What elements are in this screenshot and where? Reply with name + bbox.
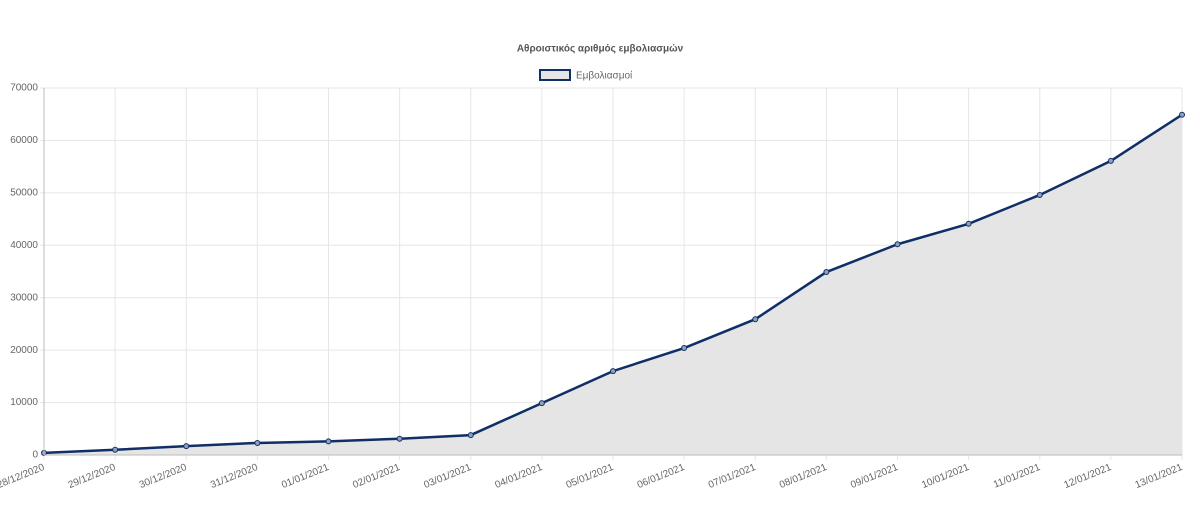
x-tick-label: 11/01/2021 — [992, 462, 1042, 491]
x-tick-label: 08/01/2021 — [778, 462, 829, 491]
point — [681, 345, 688, 352]
x-tick-label: 02/01/2021 — [351, 462, 402, 491]
point — [325, 438, 332, 445]
x-tick-label: 04/01/2021 — [493, 462, 544, 491]
legend-label: Εμβολιασμοί — [576, 70, 633, 82]
point — [965, 220, 972, 227]
point — [610, 368, 616, 375]
point — [823, 269, 830, 276]
chart-title: Αθροιστικός αριθμός εμβολιασμών — [517, 44, 684, 55]
point — [1107, 157, 1114, 164]
y-tick-label: 20000 — [10, 345, 38, 356]
y-tick-label: 30000 — [10, 292, 38, 303]
point — [1179, 111, 1185, 118]
x-tick-label: 29/12/2020 — [67, 462, 118, 491]
y-tick-label: 40000 — [10, 240, 38, 251]
x-tick-label: 30/12/2020 — [138, 462, 189, 491]
point — [467, 432, 474, 439]
point — [254, 439, 261, 446]
y-tick-label: 0 — [32, 450, 38, 461]
x-tick-label: 13/01/2021 — [1134, 462, 1185, 491]
point — [1036, 191, 1043, 198]
x-tick-label: 01/01/2021 — [280, 462, 331, 491]
point — [538, 400, 545, 407]
area — [44, 114, 1182, 455]
x-tick-label: 28/12/2020 — [0, 462, 47, 491]
x-tick-label: 07/01/2021 — [707, 462, 758, 491]
point — [183, 443, 190, 450]
point — [752, 316, 759, 323]
y-tick-label: 70000 — [10, 83, 38, 94]
x-tick-label: 09/01/2021 — [849, 462, 900, 491]
x-tick-label: 31/12/2020 — [209, 462, 260, 491]
y-tick-label: 50000 — [10, 187, 38, 198]
point — [894, 241, 901, 248]
legend-swatch — [539, 69, 571, 81]
x-tick-label: 03/01/2021 — [422, 462, 473, 491]
x-tick-label: 05/01/2021 — [565, 462, 616, 491]
x-tick-label: 12/01/2021 — [1062, 462, 1113, 491]
y-tick-label: 60000 — [10, 135, 38, 146]
x-tick-label: 06/01/2021 — [636, 462, 687, 491]
point — [112, 446, 119, 453]
y-tick-label: 10000 — [10, 397, 38, 408]
x-tick-label: 10/01/2021 — [920, 462, 971, 491]
point — [396, 435, 403, 442]
